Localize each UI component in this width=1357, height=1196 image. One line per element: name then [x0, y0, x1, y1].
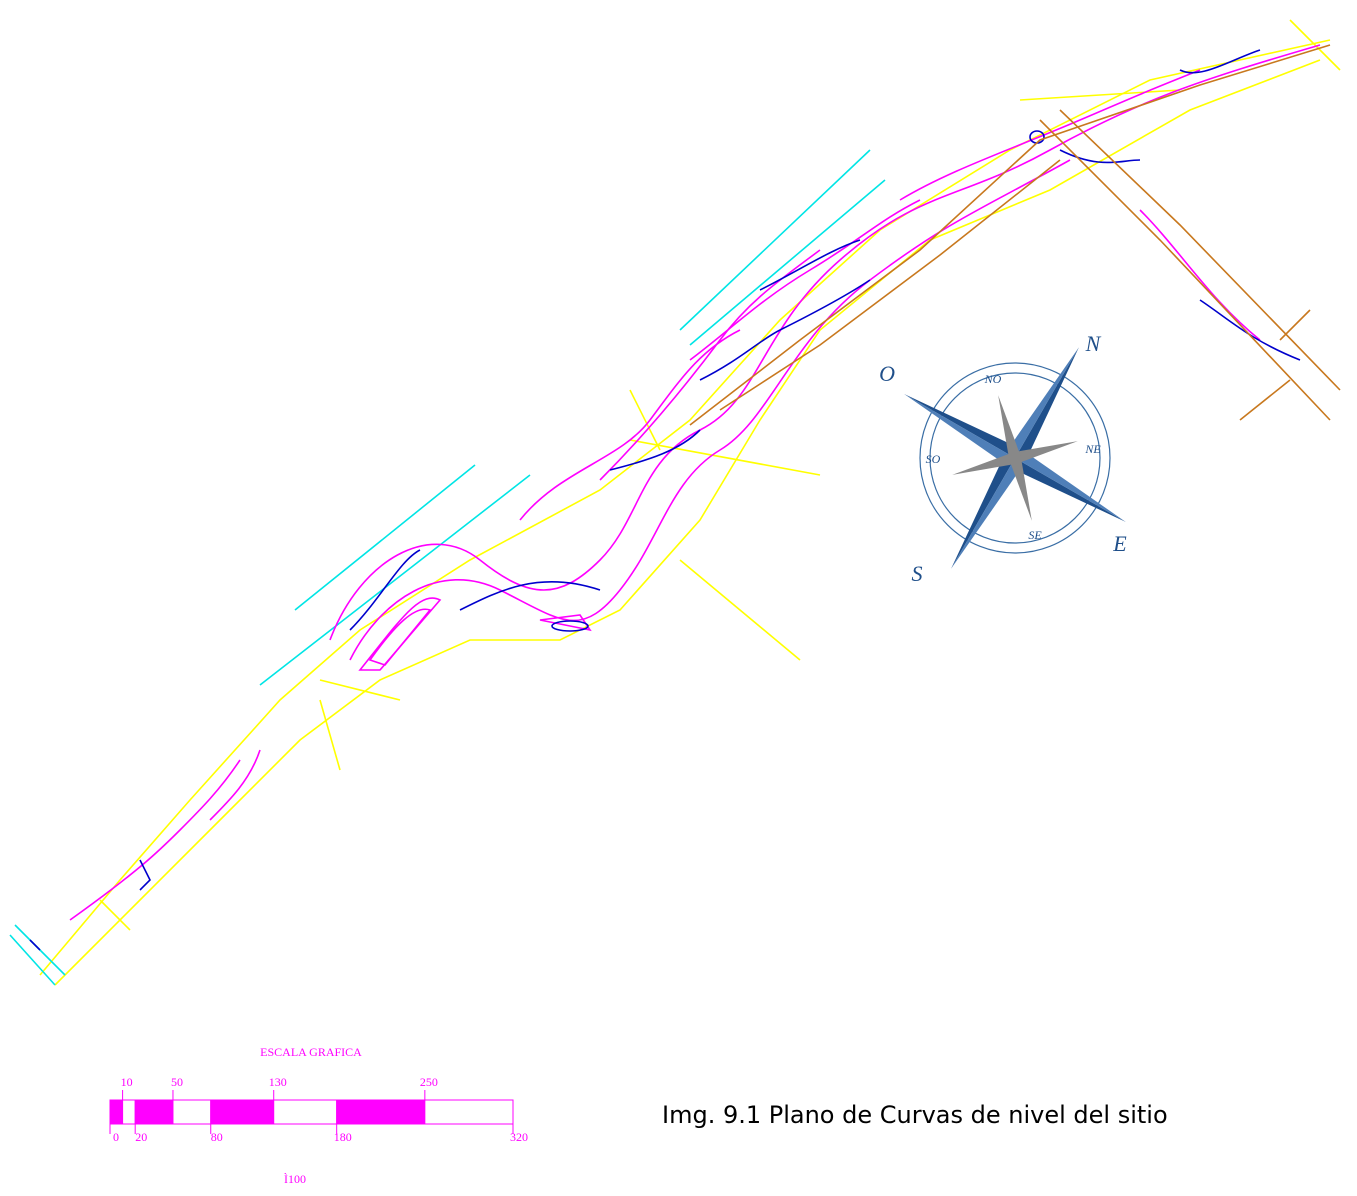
scale-segment: [273, 1099, 338, 1125]
scale-label: 0: [113, 1130, 119, 1144]
scale-label: 180: [334, 1130, 352, 1144]
scale-segment: [109, 1099, 124, 1125]
scale-segment: [424, 1099, 514, 1125]
site-lines: [9, 19, 1341, 986]
compass-label: E: [1112, 531, 1127, 556]
compass-label: N: [1085, 331, 1102, 356]
scale-segment: [336, 1099, 426, 1125]
compass-label: O: [879, 361, 895, 386]
road-lines: [689, 44, 1341, 426]
graphic-scale: ESCALA GRAFICA Ì100 10 50 130 250 0 20 80 180 32…: [109, 1045, 528, 1186]
caption: Img. 9.1 Plano de Curvas de nivel del si…: [662, 1101, 1168, 1129]
scale-label: 80: [211, 1130, 223, 1144]
scale-label: 10: [121, 1075, 133, 1089]
scale-ratio: Ì100: [284, 1172, 306, 1186]
compass-label: NE: [1084, 442, 1101, 456]
scale-label: 50: [171, 1075, 183, 1089]
contour-lines: [69, 44, 1321, 921]
compass-label: SE: [1028, 528, 1042, 542]
compass-label: S: [912, 561, 923, 586]
compass-label: SO: [926, 452, 941, 466]
compass-label: NO: [984, 372, 1002, 386]
cyan-lines: [9, 149, 886, 986]
scale-label: 130: [269, 1075, 287, 1089]
scale-label: 250: [420, 1075, 438, 1089]
compass-rose: N E S O NO NE SE SO: [879, 331, 1127, 586]
boundary: [39, 19, 1341, 986]
index-contours: [29, 49, 1301, 951]
scale-label: 320: [510, 1130, 528, 1144]
scale-label: 20: [135, 1130, 147, 1144]
scale-segment: [172, 1099, 212, 1125]
scale-title: ESCALA GRAFICA: [260, 1045, 362, 1059]
scale-segment: [210, 1099, 275, 1125]
scale-segment: [122, 1099, 136, 1125]
scale-segment: [134, 1099, 174, 1125]
